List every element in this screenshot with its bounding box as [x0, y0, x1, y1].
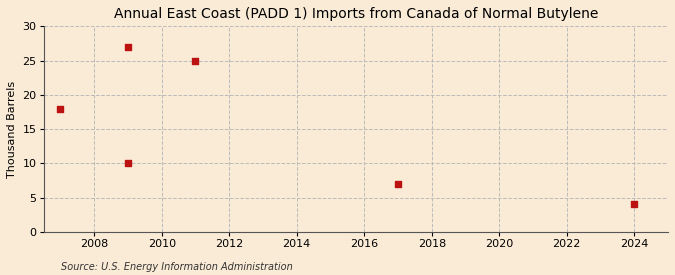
Point — [123, 45, 134, 49]
Point — [629, 202, 640, 207]
Text: Source: U.S. Energy Information Administration: Source: U.S. Energy Information Administ… — [61, 262, 292, 272]
Point — [55, 106, 66, 111]
Y-axis label: Thousand Barrels: Thousand Barrels — [7, 81, 17, 178]
Point — [190, 58, 201, 63]
Point — [393, 182, 404, 186]
Point — [123, 161, 134, 166]
Title: Annual East Coast (PADD 1) Imports from Canada of Normal Butylene: Annual East Coast (PADD 1) Imports from … — [113, 7, 598, 21]
